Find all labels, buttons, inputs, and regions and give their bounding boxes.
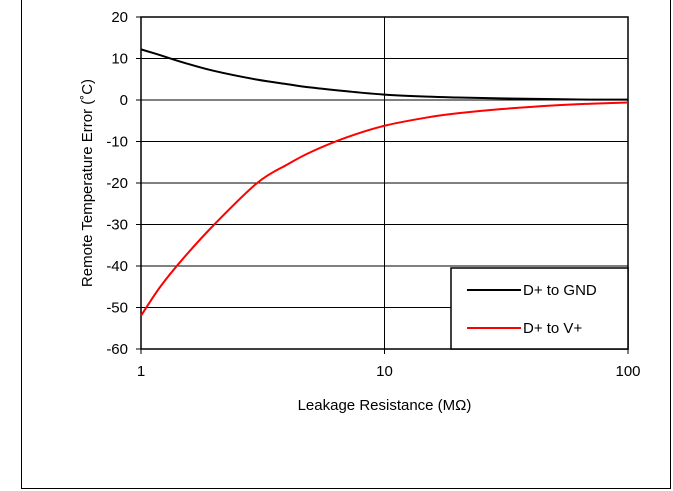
legend-label-d-plus-to-gnd: D+ to GND [523, 282, 597, 299]
series-layer [140, 48, 629, 317]
y-axis: 20 10 0 -10 -20 -30 -40 -50 -60 [106, 9, 141, 358]
y-tick-label: -30 [106, 217, 128, 234]
y-tick-label: -60 [106, 341, 128, 358]
series-line-d-plus-to-gnd [140, 48, 629, 101]
y-tick-label: 20 [111, 9, 128, 26]
x-axis-label: Leakage Resistance (MΩ) [298, 397, 472, 414]
legend-label-d-plus-to-v-plus: D+ to V+ [523, 320, 582, 337]
figure-frame [21, 0, 671, 489]
x-axis: 1 10 100 [137, 349, 641, 380]
x-tick-label: 10 [376, 363, 393, 380]
x-tick-label: 1 [137, 363, 145, 380]
series-line-d-plus-to-v-plus [140, 101, 629, 317]
y-axis-label: Remote Temperature Error (˚C) [79, 79, 96, 287]
legend: D+ to GND D+ to V+ [450, 267, 629, 350]
y-tick-label: -10 [106, 134, 128, 151]
y-tick-label: -50 [106, 300, 128, 317]
x-tick-label: 100 [615, 363, 640, 380]
legend-box [450, 267, 629, 350]
y-tick-label: -20 [106, 175, 128, 192]
y-tick-label: 0 [120, 92, 128, 109]
y-tick-label: 10 [111, 51, 128, 68]
y-tick-label: -40 [106, 258, 128, 275]
